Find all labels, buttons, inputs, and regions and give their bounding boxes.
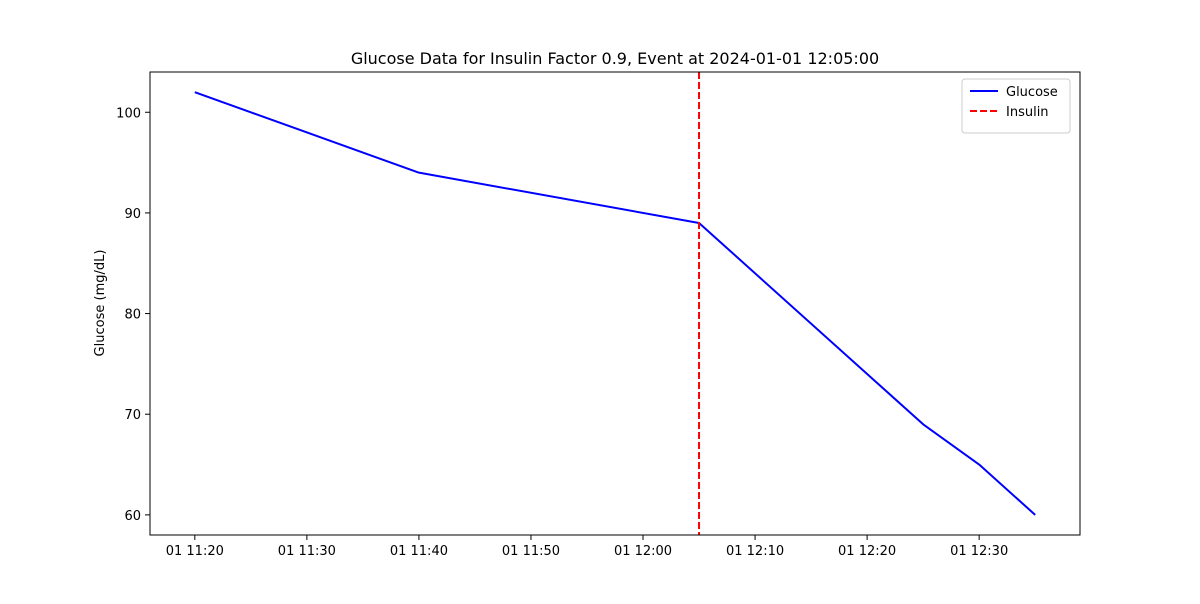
legend: Glucose Insulin: [961, 78, 1071, 134]
series-line-glucose: [194, 91, 1036, 516]
chart-title: Glucose Data for Insulin Factor 0.9, Eve…: [351, 49, 879, 68]
y-tick-label: 80: [124, 308, 141, 323]
x-tick-label: 01 12:10: [726, 544, 784, 559]
x-tick-label: 01 11:50: [502, 544, 560, 559]
plot-area: 01 11:20 01 11:30 01 11:40 01 11:50 01 12:00…: [116, 71, 1081, 559]
legend-label-glucose: Glucose: [1006, 85, 1058, 100]
x-tick-label: 01 12:20: [838, 544, 896, 559]
y-axis-title: Glucose (mg/dL): [93, 250, 108, 357]
axes-frame: [149, 71, 1081, 536]
x-tick-label: 01 12:00: [614, 544, 672, 559]
x-tick-label: 01 11:40: [390, 544, 448, 559]
x-tick-label: 01 12:30: [950, 544, 1008, 559]
y-tick-label: 100: [116, 106, 141, 121]
y-tick-label: 90: [124, 207, 141, 222]
y-tick-label: 60: [124, 509, 141, 524]
x-tick-label: 01 11:30: [278, 544, 336, 559]
y-tick-label: 70: [124, 408, 141, 423]
legend-box: [961, 78, 1071, 134]
legend-label-insulin: Insulin: [1006, 105, 1049, 120]
x-tick-label: 01 11:20: [166, 544, 224, 559]
